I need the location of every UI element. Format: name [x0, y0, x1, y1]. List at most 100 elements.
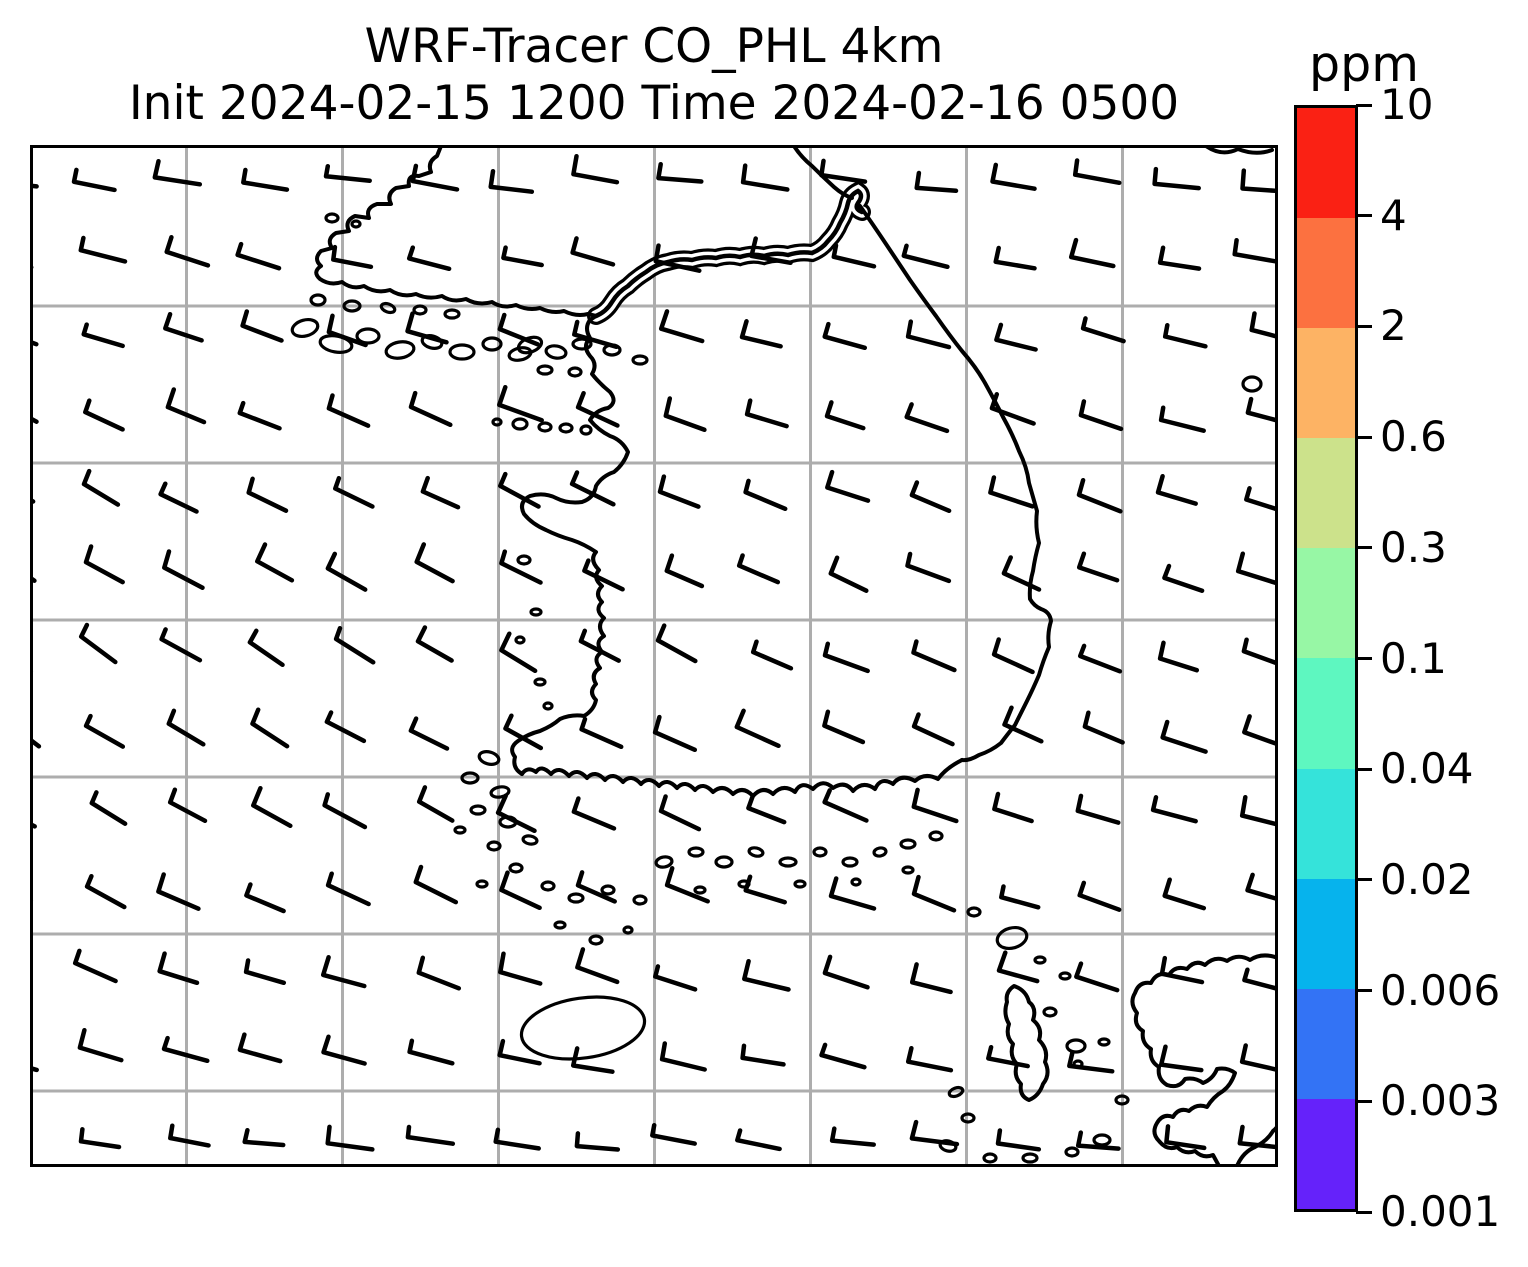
wind-barb: [743, 874, 787, 905]
island: [342, 299, 362, 313]
wind-barb: [498, 471, 541, 509]
wind-barb: [1075, 1130, 1121, 1151]
island: [542, 701, 554, 711]
island: [747, 846, 765, 858]
wind-barb: [420, 475, 461, 510]
colorbar-tick: [1356, 1210, 1372, 1214]
wind-barb: [571, 796, 617, 831]
wind-barb: [325, 871, 371, 907]
island: [540, 880, 556, 892]
wind-barb: [995, 1128, 1042, 1152]
wind-barb: [742, 958, 791, 992]
colorbar-tick-label: 10: [1380, 80, 1434, 129]
island: [579, 424, 593, 436]
wind-barb: [161, 1035, 210, 1064]
island: [475, 879, 489, 889]
wind-barb: [33, 671, 34, 672]
wind-barb: [81, 468, 121, 507]
island: [778, 856, 798, 868]
wind-barb: [1159, 955, 1205, 985]
wind-barb: [331, 244, 374, 270]
wind-barb: [746, 793, 787, 825]
island: [966, 906, 982, 918]
ne-corner-coast: [1205, 148, 1274, 155]
wind-barb: [575, 870, 617, 904]
island: [511, 417, 529, 431]
colorbar-tick-label: 2: [1380, 301, 1407, 351]
wind-barb: [244, 882, 286, 914]
wind-barb: [156, 872, 201, 911]
wind-barb: [740, 163, 790, 192]
kyushu-coast: [1130, 953, 1275, 1164]
wind-barb: [986, 1044, 1030, 1069]
colorbar-tick-label: 0.006: [1380, 965, 1501, 1015]
island: [947, 1085, 965, 1099]
island: [995, 925, 1029, 951]
island: [350, 219, 362, 229]
east-coast: [858, 204, 1053, 763]
wind-barb: [503, 713, 544, 751]
wind-barb: [326, 393, 371, 428]
wind-barb: [405, 311, 449, 345]
wind-barb: [495, 793, 537, 834]
wind-barb: [744, 398, 789, 429]
wind-barb: [497, 384, 544, 423]
wind-barb: [657, 474, 701, 509]
wind-barb: [1158, 1044, 1204, 1073]
wind-barb: [1162, 563, 1205, 593]
wind-barb: [822, 641, 870, 674]
island: [1065, 1038, 1087, 1054]
dmz-border: [587, 180, 871, 325]
wind-barb: [33, 822, 37, 829]
wind-barb: [323, 163, 372, 183]
wind-barb: [575, 947, 620, 985]
wind-barb: [911, 712, 955, 747]
wind-barb: [828, 876, 877, 911]
wind-barb: [416, 785, 455, 823]
colorbar-tick: [1356, 1099, 1372, 1103]
wind-barb: [408, 390, 453, 428]
wind-barb: [1080, 316, 1126, 344]
wind-barb: [1242, 714, 1275, 746]
wind-barb: [71, 167, 117, 193]
colorbar-tick: [1356, 324, 1372, 328]
wind-barb: [1150, 795, 1198, 824]
wind-barb: [819, 1042, 867, 1070]
island: [412, 304, 428, 316]
wind-barb: [905, 319, 952, 350]
wind-barb: [1074, 961, 1120, 993]
wind-barb: [488, 168, 535, 194]
wind-barb: [571, 153, 620, 185]
wind-barb: [999, 884, 1041, 910]
wind-barb: [405, 1124, 456, 1146]
island: [553, 920, 567, 930]
wind-barb: [819, 158, 868, 184]
wind-barb: [246, 476, 289, 513]
wind-barb: [1232, 237, 1275, 264]
wind-barb: [734, 708, 781, 749]
island: [324, 212, 340, 224]
colorbar-segment: [1297, 548, 1355, 659]
wind-barb: [1002, 705, 1044, 744]
island: [714, 855, 734, 869]
wind-barb: [326, 313, 368, 348]
wind-barb: [89, 790, 128, 826]
island: [567, 892, 585, 904]
wind-barb: [497, 1038, 542, 1066]
colorbar-tick-label: 0.6: [1380, 412, 1447, 462]
wind-barb: [152, 158, 203, 187]
wind-barb: [1249, 311, 1275, 339]
wind-barb: [0, 958, 31, 987]
island: [537, 421, 553, 433]
wind-barb: [78, 1127, 122, 1150]
wind-barb: [243, 958, 287, 986]
island: [1058, 971, 1072, 981]
latlon-gridlines: [33, 148, 1275, 1164]
wind-barb: [990, 162, 1037, 191]
wind-barb: [33, 265, 34, 269]
island: [1114, 1094, 1130, 1106]
island: [516, 554, 532, 566]
wind-barb: [1082, 710, 1125, 745]
colorbar-tick-label: 0.04: [1380, 744, 1474, 794]
wind-barb: [911, 639, 957, 673]
